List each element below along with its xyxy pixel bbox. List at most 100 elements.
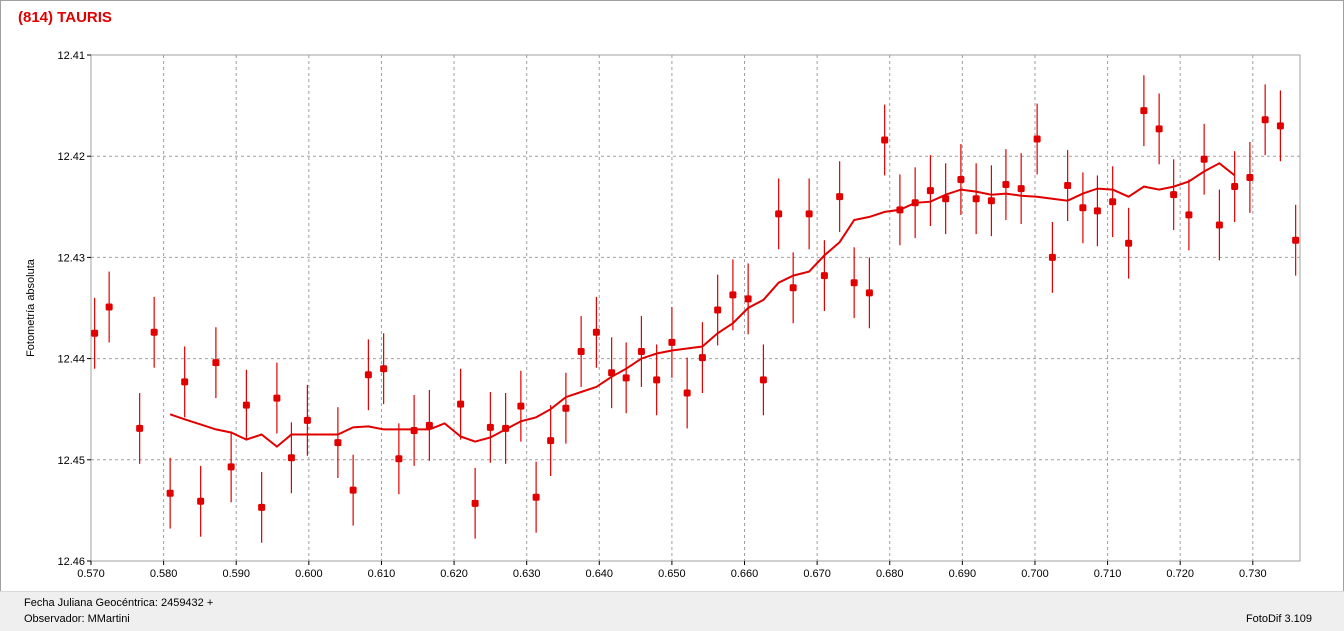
data-point: [1109, 198, 1117, 206]
data-point: [896, 206, 904, 214]
data-point: [698, 354, 706, 362]
data-point: [1002, 181, 1010, 189]
data-point: [1079, 204, 1087, 212]
data-point: [395, 455, 403, 463]
data-point: [911, 199, 919, 207]
data-point: [1140, 107, 1148, 115]
data-point: [1093, 207, 1101, 215]
data-point: [532, 493, 540, 501]
data-point: [562, 404, 570, 412]
data-point: [577, 348, 585, 356]
observer-label: Observador: MMartini: [24, 613, 130, 625]
data-point: [865, 289, 873, 297]
data-point: [380, 365, 388, 373]
x-tick-label: 0.660: [731, 568, 759, 580]
x-tick-label: 0.650: [658, 568, 686, 580]
x-tick-label: 0.580: [150, 568, 178, 580]
x-tick-label: 0.670: [803, 568, 831, 580]
y-tick-label: 12.46: [57, 556, 85, 568]
data-point: [258, 503, 266, 511]
data-point: [349, 486, 357, 494]
data-point: [1064, 182, 1072, 190]
data-point: [1185, 211, 1193, 219]
grid-lines: [91, 54, 1300, 562]
data-point: [1246, 173, 1254, 181]
x-tick-label: 0.690: [949, 568, 977, 580]
data-point: [1292, 236, 1300, 244]
data-point: [364, 371, 372, 379]
data-point: [457, 400, 465, 408]
data-point: [1215, 221, 1223, 229]
data-point: [683, 389, 691, 397]
data-point: [820, 272, 828, 280]
data-point: [653, 376, 661, 384]
data-point: [1170, 191, 1178, 199]
data-point: [287, 454, 295, 462]
y-tick-label: 12.42: [57, 151, 85, 163]
y-tick-label: 12.41: [57, 50, 85, 62]
y-tick-label: 12.44: [57, 354, 85, 366]
moving-average-series: [169, 162, 1236, 448]
data-point: [197, 497, 205, 505]
data-point: [987, 197, 995, 205]
data-point: [942, 195, 950, 203]
data-point: [850, 279, 858, 287]
data-point: [486, 423, 494, 431]
data-point: [334, 439, 342, 447]
data-point: [517, 402, 525, 410]
data-point: [592, 328, 600, 336]
chart-svg: 0.570 0.580 0.590 0.600 0.610 0.620 0.630 0.640…: [57, 50, 1301, 580]
date-label: Fecha Juliana Geocéntrica: 2459432 +: [24, 597, 214, 609]
data-point: [136, 424, 144, 432]
x-tick-label: 0.630: [513, 568, 541, 580]
data-point: [150, 328, 158, 336]
data-point: [303, 416, 311, 424]
data-point: [1231, 183, 1239, 191]
x-tick-label: 0.610: [368, 568, 396, 580]
x-tick-label: 0.590: [222, 568, 250, 580]
data-point: [637, 348, 645, 356]
data-point: [1048, 253, 1056, 261]
data-point: [729, 291, 737, 299]
data-point: [957, 175, 965, 183]
data-point: [425, 421, 433, 429]
chart-title: (814) TAURIS: [18, 9, 112, 26]
x-tick-label: 0.680: [876, 568, 904, 580]
x-tick-label: 0.620: [440, 568, 468, 580]
data-point: [972, 195, 980, 203]
data-point: [242, 401, 250, 409]
x-tick-label: 0.720: [1166, 568, 1194, 580]
x-tick-label: 0.700: [1021, 568, 1049, 580]
plot-area: [90, 54, 1301, 562]
x-tick-label: 0.570: [77, 568, 105, 580]
data-point: [1017, 185, 1025, 193]
data-point: [547, 437, 555, 445]
data-point: [105, 303, 113, 311]
data-point: [881, 136, 889, 144]
data-point: [622, 374, 630, 382]
software-version: FotoDif 3.109: [1245, 613, 1312, 625]
data-point: [714, 306, 722, 314]
data-point: [91, 329, 99, 337]
data-point: [227, 463, 235, 471]
y-tick-label: 12.43: [57, 252, 85, 264]
data-point: [471, 499, 479, 507]
data-point: [166, 489, 174, 497]
data-point: [836, 193, 844, 201]
data-point: [1125, 239, 1133, 247]
x-tick-label: 0.710: [1094, 568, 1122, 580]
data-point: [181, 378, 189, 386]
y-tick-label: 12.45: [57, 455, 85, 467]
data-point: [1033, 135, 1041, 143]
data-point: [1155, 125, 1163, 133]
data-point: [608, 369, 616, 377]
data-point: [1276, 122, 1284, 130]
data-point: [926, 187, 934, 195]
observations-series: [91, 75, 1300, 543]
data-point: [1261, 116, 1269, 124]
x-tick-label: 0.640: [586, 568, 614, 580]
data-point: [410, 426, 418, 434]
data-point: [775, 210, 783, 218]
axes: 0.570 0.580 0.590 0.600 0.610 0.620 0.630 0.640…: [57, 50, 1266, 580]
average-line: [169, 162, 1236, 448]
